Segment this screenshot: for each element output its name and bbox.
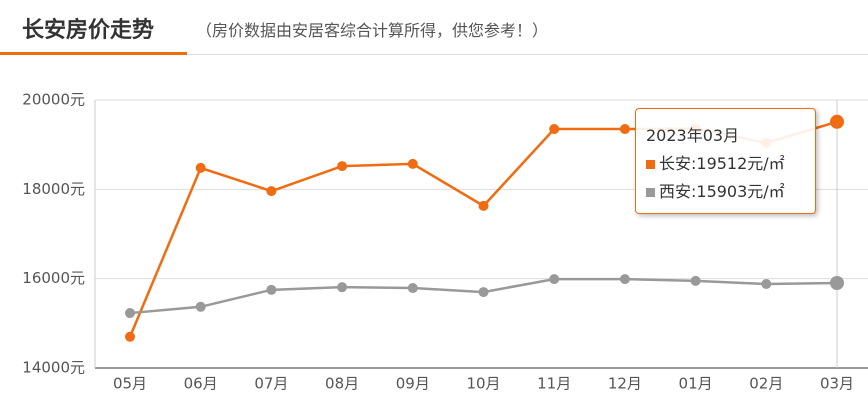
x-tick-label: 11月 (537, 375, 571, 393)
legend-swatch (646, 160, 655, 169)
data-point (337, 282, 348, 293)
data-point (195, 162, 206, 173)
data-point (125, 331, 135, 342)
data-point (830, 275, 844, 290)
data-point (619, 124, 630, 135)
data-point (407, 283, 418, 294)
data-point (549, 274, 560, 285)
data-point (619, 274, 630, 285)
y-tick-label: 14000元 (22, 359, 85, 377)
x-tick-label: 03月 (820, 375, 854, 393)
data-point (407, 158, 418, 169)
section-subtitle: （房价数据由安居客综合计算所得，供您参考！） (196, 21, 549, 40)
data-point (549, 124, 560, 135)
tooltip-value: 长安:19512元/㎡ (659, 154, 785, 173)
x-tick-label: 07月 (254, 375, 288, 393)
tooltip: 2023年03月 长安:19512元/㎡ 西安:15903元/㎡ (635, 108, 816, 214)
y-tick-label: 20000元 (22, 91, 85, 109)
x-tick-label: 05月 (113, 375, 147, 393)
x-tick-label: 01月 (679, 375, 713, 393)
title-underline (0, 52, 187, 55)
tooltip-row: 西安:15903元/㎡ (646, 178, 805, 206)
data-point (761, 279, 772, 290)
data-point (266, 284, 277, 295)
data-point (830, 114, 844, 129)
y-tick-label: 16000元 (22, 269, 85, 287)
x-tick-label: 02月 (749, 375, 783, 393)
data-point (266, 186, 277, 197)
legend-swatch (646, 188, 655, 197)
x-tick-label: 12月 (608, 375, 642, 393)
x-tick-label: 06月 (184, 375, 218, 393)
data-point (337, 161, 348, 172)
tooltip-row: 长安:19512元/㎡ (646, 150, 805, 178)
tooltip-value: 西安:15903元/㎡ (659, 182, 785, 201)
data-point (125, 308, 135, 319)
y-tick-label: 18000元 (22, 180, 85, 198)
data-point (690, 275, 701, 286)
divider (0, 54, 868, 55)
tooltip-title: 2023年03月 (646, 126, 740, 145)
data-point (478, 287, 489, 298)
data-point (478, 200, 489, 211)
x-tick-label: 08月 (325, 375, 359, 393)
section-title: 长安房价走势 (22, 18, 155, 43)
data-point (195, 301, 206, 312)
x-tick-label: 10月 (466, 375, 500, 393)
x-tick-label: 09月 (396, 375, 430, 393)
